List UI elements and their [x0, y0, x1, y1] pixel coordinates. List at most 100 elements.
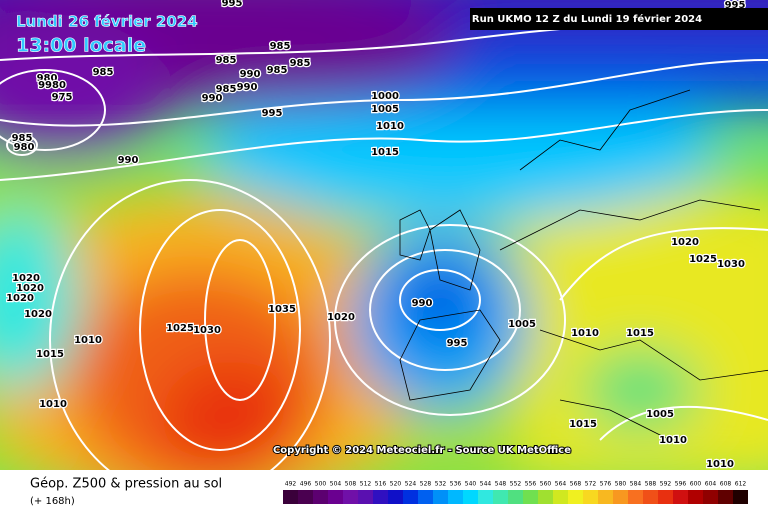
scale-label: 528: [420, 481, 432, 488]
scale-label: 540: [465, 481, 477, 488]
scale-label: 532: [435, 481, 447, 488]
scale-label: 592: [660, 481, 672, 488]
scale-swatch: [523, 490, 538, 504]
scale-swatch: [628, 490, 643, 504]
scale-swatch: [298, 490, 313, 504]
scale-label: 536: [450, 481, 462, 488]
isobar-label: 1005: [371, 104, 399, 115]
isobar-label: 985: [216, 84, 237, 95]
isobar-label: 980: [14, 142, 35, 153]
isobar-label: 990: [240, 69, 261, 80]
isobar-label: 1015: [371, 147, 399, 158]
isobar-label: 9980: [38, 80, 66, 91]
scale-swatch: [538, 490, 553, 504]
color-scale: 492 496 500 504 508 512 516 520 524 528 532 536 540 5…: [283, 481, 748, 504]
scale-label: 608: [720, 481, 732, 488]
scale-label: 504: [330, 481, 342, 488]
scale-label: 580: [615, 481, 627, 488]
scale-swatch: [433, 490, 448, 504]
scale-swatch: [313, 490, 328, 504]
scale-swatch: [343, 490, 358, 504]
scale-swatch: [673, 490, 688, 504]
scale-swatch: [613, 490, 628, 504]
isobar-label: 1015: [36, 349, 64, 360]
scale-label: 496: [300, 481, 312, 488]
scale-label: 572: [585, 481, 597, 488]
isobar-label: 1010: [39, 399, 67, 410]
scale-label: 524: [405, 481, 417, 488]
isobar-label: 985: [12, 133, 33, 144]
scale-label: 552: [510, 481, 522, 488]
legend-title: Géop. Z500 & pression au sol: [30, 477, 222, 492]
scale-label: 596: [675, 481, 687, 488]
scale-swatch: [418, 490, 433, 504]
isobar-label: 980: [37, 73, 58, 84]
scale-swatch: [283, 490, 298, 504]
scale-swatch: [598, 490, 613, 504]
scale-label: 568: [570, 481, 582, 488]
isobar-label: 990: [237, 82, 258, 93]
scale-swatch: [658, 490, 673, 504]
scale-label: 544: [480, 481, 492, 488]
isobar-label: 1005: [508, 319, 536, 330]
scale-swatch: [643, 490, 658, 504]
scale-label: 492: [285, 481, 297, 488]
scale-label: 500: [315, 481, 327, 488]
scale-label: 512: [360, 481, 372, 488]
isobar-label: 1015: [569, 419, 597, 430]
scale-label: 576: [600, 481, 612, 488]
isobar-label: 1035: [268, 304, 296, 315]
isobar-label: 1030: [717, 259, 745, 270]
isobar-label: 985: [216, 55, 237, 66]
scale-label: 508: [345, 481, 357, 488]
isobar-label: 1030: [193, 325, 221, 336]
isobar-label: 1020: [6, 293, 34, 304]
time-label: 13:00 locale: [16, 35, 146, 57]
scale-label: 556: [525, 481, 537, 488]
isobar-label: 995: [447, 338, 468, 349]
scale-swatch: [403, 490, 418, 504]
scale-swatch: [448, 490, 463, 504]
scale-swatch: [733, 490, 748, 504]
isobar-label: 985: [290, 58, 311, 69]
run-box: [470, 8, 768, 30]
scale-label: 548: [495, 481, 507, 488]
isobar-label: 1020: [327, 312, 355, 323]
legend-subtitle: (+ 168h): [30, 496, 75, 507]
scale-swatch: [718, 490, 733, 504]
scale-label: 564: [555, 481, 567, 488]
scale-swatch: [358, 490, 373, 504]
isobar-label: 985: [267, 65, 288, 76]
isobar-label: 1010: [376, 121, 404, 132]
isobar-label: 1005: [646, 409, 674, 420]
scale-swatch: [388, 490, 403, 504]
isobar-label: 1010: [74, 335, 102, 346]
scale-swatch: [583, 490, 598, 504]
isobar-label: 1020: [16, 283, 44, 294]
scale-swatch: [328, 490, 343, 504]
scale-swatch: [478, 490, 493, 504]
isobar-label: 1020: [12, 273, 40, 284]
isobar-label: 1020: [24, 309, 52, 320]
isobar-label: 1020: [671, 237, 699, 248]
isobar-label: 1025: [166, 323, 194, 334]
isobar-label: 985: [270, 41, 291, 52]
scale-swatch: [688, 490, 703, 504]
scale-label: 600: [690, 481, 702, 488]
isobar-label: 990: [202, 93, 223, 104]
coastlines: [399, 89, 768, 441]
isobar-label: 1015: [626, 328, 654, 339]
scale-swatch: [493, 490, 508, 504]
copyright: Copyright © 2024 Meteociel.fr - Source U…: [273, 445, 571, 456]
scale-swatch: [568, 490, 583, 504]
date-label: Lundi 26 février 2024: [16, 13, 198, 31]
scale-swatch: [373, 490, 388, 504]
run-label: Run UKMO 12 Z du Lundi 19 février 2024: [472, 13, 702, 25]
scale-swatch: [553, 490, 568, 504]
isobar-label: 975: [52, 92, 73, 103]
isobar-label: 1010: [571, 328, 599, 339]
scale-label: 560: [540, 481, 552, 488]
scale-label: 520: [390, 481, 402, 488]
